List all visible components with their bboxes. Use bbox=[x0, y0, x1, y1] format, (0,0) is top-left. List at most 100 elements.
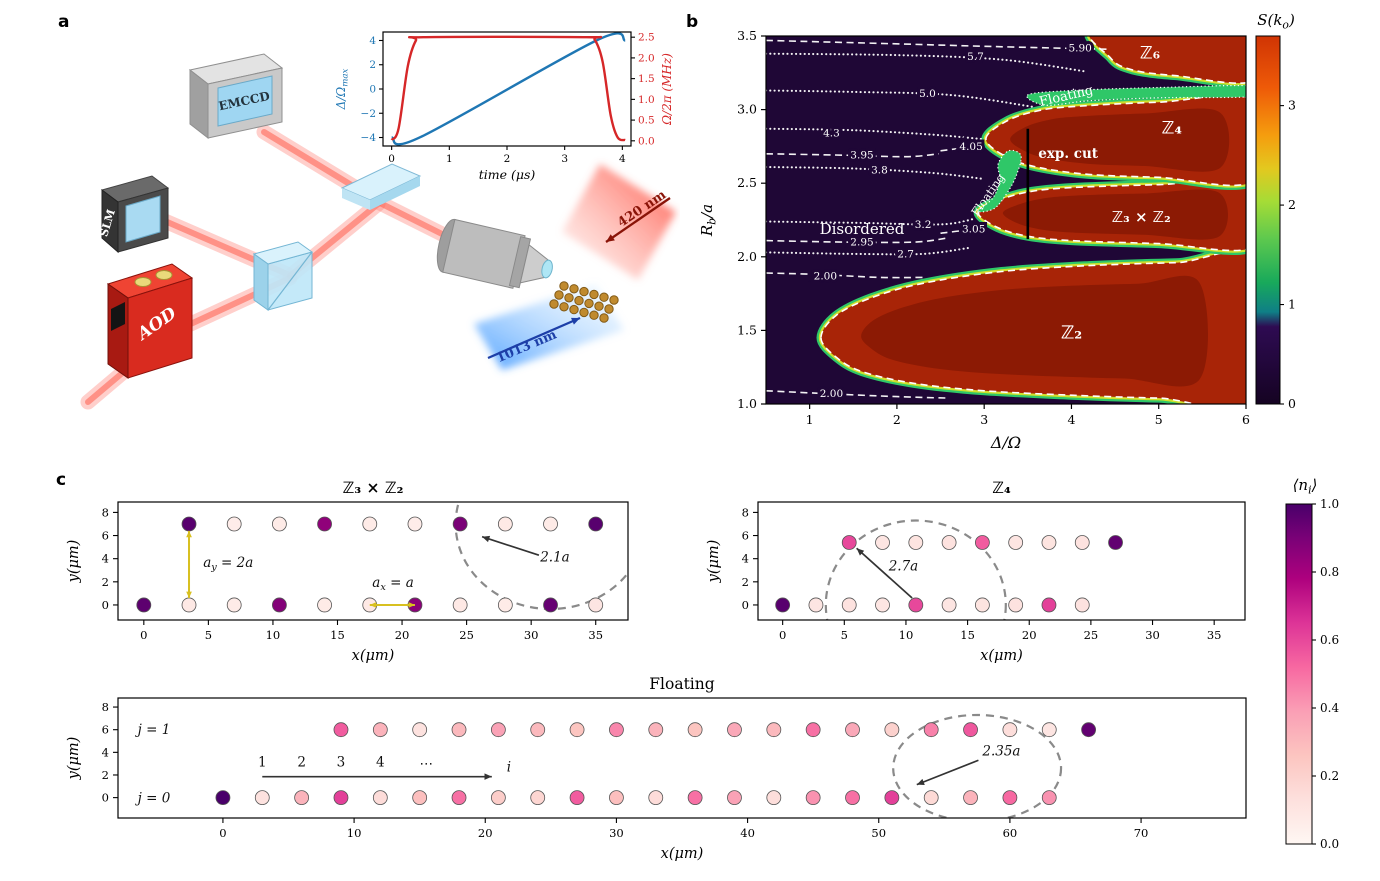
atom bbox=[530, 722, 546, 738]
tick-label: 2.0 bbox=[737, 249, 757, 264]
annotation-text: j = 0 bbox=[135, 791, 171, 807]
atom bbox=[884, 722, 900, 738]
arrow-head bbox=[369, 602, 377, 608]
contour-line bbox=[766, 89, 1034, 108]
panel-c-label: c bbox=[56, 470, 67, 490]
annotation-text: j = 1 bbox=[135, 722, 171, 738]
objective-lens bbox=[436, 218, 553, 289]
tick-label: 35 bbox=[1207, 628, 1222, 642]
tick-label: 40 bbox=[740, 826, 755, 840]
tick-label: 3 bbox=[1288, 98, 1296, 113]
atom bbox=[1041, 535, 1057, 550]
density-colorbar: 0.0 0.2 0.4 0.6 0.8 1.0⟨ni⟩ bbox=[1285, 476, 1339, 851]
arrow-head bbox=[606, 234, 615, 242]
atom bbox=[317, 516, 332, 532]
arrow bbox=[856, 547, 913, 599]
tick-label: 0 bbox=[779, 628, 786, 642]
tick-label: 4 bbox=[742, 552, 749, 566]
atom bbox=[497, 597, 513, 613]
annotation-text: i bbox=[507, 760, 511, 776]
tick-label: 0 bbox=[388, 153, 395, 165]
tick-label: 2 bbox=[742, 575, 749, 589]
contour-label: 2.7 bbox=[897, 248, 914, 260]
tick-label: 2 bbox=[369, 59, 376, 71]
contour-label: 2.00 bbox=[814, 270, 837, 282]
atom bbox=[1008, 535, 1024, 550]
colorbar-c bbox=[1285, 503, 1313, 845]
atom bbox=[412, 722, 428, 738]
atom bbox=[609, 790, 624, 806]
tick-label: 2 bbox=[893, 412, 901, 427]
atom bbox=[543, 516, 558, 532]
tick-label: 70 bbox=[1134, 826, 1149, 840]
series-rabi bbox=[390, 35, 626, 142]
atom bbox=[974, 535, 990, 550]
tick-label: 1 bbox=[806, 412, 814, 427]
arrow-head bbox=[408, 602, 415, 608]
atom bbox=[923, 790, 939, 806]
tick-label: 6 bbox=[102, 723, 109, 737]
tick-label: 20 bbox=[1022, 628, 1037, 642]
tick-label: 60 bbox=[1003, 826, 1018, 840]
tick-label: 5 bbox=[1155, 412, 1163, 427]
contour-line bbox=[766, 272, 924, 279]
tick-label: 1 bbox=[446, 153, 453, 165]
x-axis-label: x(μm) bbox=[661, 846, 704, 862]
annotation-text: ⋯ bbox=[419, 756, 433, 772]
contour-label: 3.8 bbox=[871, 164, 888, 176]
arrow-head bbox=[916, 778, 925, 785]
tick-label: 2 bbox=[102, 768, 109, 782]
tick-label: 1.0 bbox=[1320, 497, 1339, 511]
panel-b-phase-diagram: 5.90 5.7 5.0 4.3 4.05 3.95 3.8 3.2 3.05 2.95 2.7 2.… bbox=[680, 6, 1380, 466]
tick-label: 5 bbox=[205, 628, 212, 642]
phase-label: ℤ₂ bbox=[1061, 322, 1082, 343]
tick-label: 6 bbox=[102, 529, 109, 543]
tick-label: 4 bbox=[1067, 412, 1075, 427]
atom-row bbox=[215, 722, 1097, 806]
tick-label: 0 bbox=[140, 628, 147, 642]
atom bbox=[588, 597, 604, 613]
tick-label: 6 bbox=[742, 529, 749, 543]
panel-a-label: a bbox=[58, 12, 70, 32]
contour-label: 5.7 bbox=[967, 51, 984, 63]
phase-region-z6 bbox=[1089, 36, 1246, 84]
colorbar-title: ⟨ni⟩ bbox=[1293, 476, 1318, 496]
tick-label: 2 bbox=[1288, 197, 1296, 212]
tick-label: 1.0 bbox=[737, 396, 757, 411]
tick-label: 10 bbox=[266, 628, 281, 642]
atom bbox=[875, 535, 890, 550]
tick-label: 2 bbox=[504, 153, 511, 165]
tick-label: 1 bbox=[1288, 297, 1296, 312]
distance-circle bbox=[824, 519, 1007, 620]
atom bbox=[181, 516, 197, 532]
annotation-text: 2.7a bbox=[888, 558, 919, 574]
tick-label: 8 bbox=[102, 700, 109, 714]
atom bbox=[569, 722, 585, 738]
distance-circle bbox=[892, 713, 1063, 818]
arrow-head bbox=[186, 591, 192, 599]
atom bbox=[1008, 597, 1024, 613]
tick-label: 2.5 bbox=[638, 32, 655, 44]
tick-label: 4 bbox=[619, 153, 626, 165]
tick-label: 0.0 bbox=[1320, 837, 1339, 851]
panel-c-z4-plot: 2.7a 0 5 10 15 20 25 30 35 0 2 4 6 8 x(μm) y(μm) ℤ₄ bbox=[690, 472, 1310, 677]
annotation-text: 2.35a bbox=[981, 744, 1020, 760]
tick-label: 30 bbox=[1145, 628, 1160, 642]
tick-label: 8 bbox=[102, 505, 109, 519]
atom bbox=[766, 790, 782, 806]
phase-label: ℤ₆ bbox=[1140, 44, 1160, 64]
atom bbox=[407, 516, 423, 532]
atom bbox=[908, 597, 924, 613]
contour-line bbox=[766, 165, 984, 180]
tick-label: 10 bbox=[347, 826, 362, 840]
atom bbox=[1041, 597, 1057, 613]
atom bbox=[412, 790, 428, 806]
tick-label: 0 bbox=[742, 598, 749, 612]
tick-label: 2.0 bbox=[638, 52, 655, 64]
atom bbox=[923, 722, 939, 738]
phase-label: Disordered bbox=[820, 220, 905, 238]
atom bbox=[271, 597, 287, 613]
arrow-head bbox=[571, 317, 580, 325]
atom bbox=[974, 597, 990, 613]
